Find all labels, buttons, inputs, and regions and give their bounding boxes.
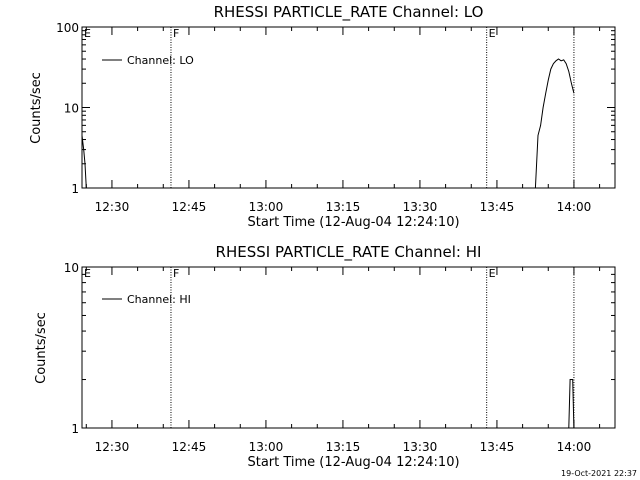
chart-panel-lo: RHESSI PARTICLE_RATE Channel: LO Counts/s… [29,3,616,230]
x-tick-label: 13:45 [480,200,515,214]
event-marker-label: F [173,27,179,40]
chart-panel-hi: RHESSI PARTICLE_RATE Channel: HI Counts/s… [34,243,616,470]
event-marker-label: E [84,27,91,40]
x-tick-label: 12:45 [172,440,207,454]
x-tick-label: 13:30 [403,200,438,214]
x-tick-label: 14:00 [557,200,592,214]
series-line [81,135,87,189]
y-tick-label: 1 [71,422,79,436]
x-axis-label: Start Time (12-Aug-04 12:24:10) [247,215,459,230]
x-tick-label: 13:45 [480,440,515,454]
event-marker-label: F [173,267,179,280]
x-tick-label: 12:30 [95,200,130,214]
x-tick-label: 13:00 [249,200,284,214]
x-tick-label: 13:30 [403,440,438,454]
y-axis-label: Counts/sec [34,312,49,384]
footer-timestamp: 19-Oct-2021 22:37 [561,469,637,478]
x-tick-label: 14:00 [557,440,592,454]
chart-title: RHESSI PARTICLE_RATE Channel: HI [216,243,482,262]
series-line [568,379,575,429]
plot-frame [81,266,616,429]
x-tick-label: 13:15 [326,200,361,214]
chart-title: RHESSI PARTICLE_RATE Channel: LO [214,3,484,22]
y-tick-label: 10 [64,261,79,275]
y-axis-label: Counts/sec [29,72,44,144]
event-marker-label: E [489,267,496,280]
series-line [534,58,575,189]
y-tick-label: 10 [64,102,79,116]
x-tick-label: 12:45 [172,200,207,214]
y-tick-label: 100 [56,21,79,35]
y-tick-label: 1 [71,182,79,196]
x-tick-label: 12:30 [95,440,130,454]
legend-label: Channel: HI [127,293,191,306]
legend-label: Channel: LO [127,54,194,67]
plot-frame [81,26,616,189]
event-marker-label: E [489,27,496,40]
x-tick-label: 13:15 [326,440,361,454]
x-tick-label: 13:00 [249,440,284,454]
event-marker-label: E [84,267,91,280]
x-axis-label: Start Time (12-Aug-04 12:24:10) [247,455,459,470]
